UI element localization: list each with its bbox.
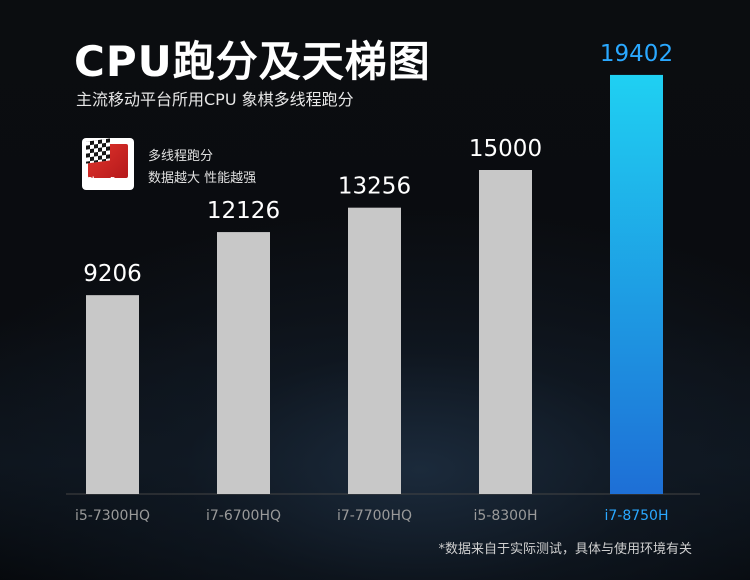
footnote: *数据来自于实际测试，具体与使用环境有关 xyxy=(438,542,692,557)
legend: ChessBase 多线程跑分 数据越大 性能越强 xyxy=(82,138,302,198)
category-label-i5-8300H: i5-8300H xyxy=(473,508,537,524)
value-label-i5-7300HQ: 9206 xyxy=(83,261,142,287)
bar-i5-8300H xyxy=(479,170,532,494)
category-label-i7-6700HQ: i7-6700HQ xyxy=(206,508,281,524)
legend-line-1: 多线程跑分 xyxy=(148,149,214,164)
category-label-i5-7300HQ: i5-7300HQ xyxy=(75,508,150,524)
legend-line-2: 数据越大 性能越强 xyxy=(148,171,257,186)
chessbase-logo-icon: ChessBase xyxy=(82,138,134,190)
bar-i7-6700HQ xyxy=(217,232,270,494)
value-label-i7-6700HQ: 12126 xyxy=(207,198,280,224)
value-label-i7-8750H: 19402 xyxy=(600,41,673,67)
bar-i7-8750H xyxy=(610,74,663,494)
page-title: CPU跑分及天梯图 xyxy=(74,37,431,86)
value-label-i7-7700HQ: 13256 xyxy=(338,174,411,200)
category-label-i7-8750H: i7-8750H xyxy=(604,508,668,524)
category-label-i7-7700HQ: i7-7700HQ xyxy=(337,508,412,524)
logo-brand-text: ChessBase xyxy=(86,176,130,184)
page-subtitle: 主流移动平台所用CPU 象棋多线程跑分 xyxy=(76,90,354,109)
bar-i7-7700HQ xyxy=(348,207,401,494)
value-label-i5-8300H: 15000 xyxy=(469,136,542,162)
legend-text: 多线程跑分 数据越大 性能越强 xyxy=(148,146,256,190)
bar-i5-7300HQ xyxy=(86,295,139,494)
